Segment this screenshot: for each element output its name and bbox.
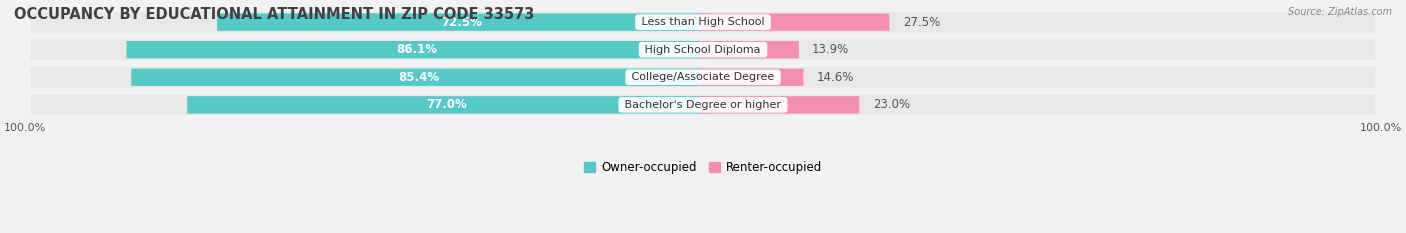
Text: 14.6%: 14.6% xyxy=(817,71,855,84)
Text: 100.0%: 100.0% xyxy=(1360,123,1402,133)
FancyBboxPatch shape xyxy=(187,96,706,113)
FancyBboxPatch shape xyxy=(700,14,890,31)
Text: High School Diploma: High School Diploma xyxy=(641,45,765,55)
Text: 100.0%: 100.0% xyxy=(4,123,46,133)
FancyBboxPatch shape xyxy=(31,39,1375,60)
Text: 13.9%: 13.9% xyxy=(813,43,849,56)
FancyBboxPatch shape xyxy=(131,69,706,86)
FancyBboxPatch shape xyxy=(31,95,1375,115)
FancyBboxPatch shape xyxy=(31,67,1375,87)
FancyBboxPatch shape xyxy=(700,96,859,113)
FancyBboxPatch shape xyxy=(31,12,1375,32)
Text: 27.5%: 27.5% xyxy=(903,16,941,29)
Text: Source: ZipAtlas.com: Source: ZipAtlas.com xyxy=(1288,7,1392,17)
Text: 86.1%: 86.1% xyxy=(396,43,437,56)
Text: College/Associate Degree: College/Associate Degree xyxy=(628,72,778,82)
Text: 23.0%: 23.0% xyxy=(873,98,910,111)
Text: Bachelor's Degree or higher: Bachelor's Degree or higher xyxy=(621,100,785,110)
Text: 77.0%: 77.0% xyxy=(426,98,467,111)
FancyBboxPatch shape xyxy=(127,41,706,58)
Text: 85.4%: 85.4% xyxy=(398,71,439,84)
FancyBboxPatch shape xyxy=(217,14,706,31)
Legend: Owner-occupied, Renter-occupied: Owner-occupied, Renter-occupied xyxy=(579,156,827,178)
FancyBboxPatch shape xyxy=(700,69,803,86)
Text: OCCUPANCY BY EDUCATIONAL ATTAINMENT IN ZIP CODE 33573: OCCUPANCY BY EDUCATIONAL ATTAINMENT IN Z… xyxy=(14,7,534,22)
Text: 72.5%: 72.5% xyxy=(441,16,482,29)
Text: Less than High School: Less than High School xyxy=(638,17,768,27)
FancyBboxPatch shape xyxy=(700,41,799,58)
